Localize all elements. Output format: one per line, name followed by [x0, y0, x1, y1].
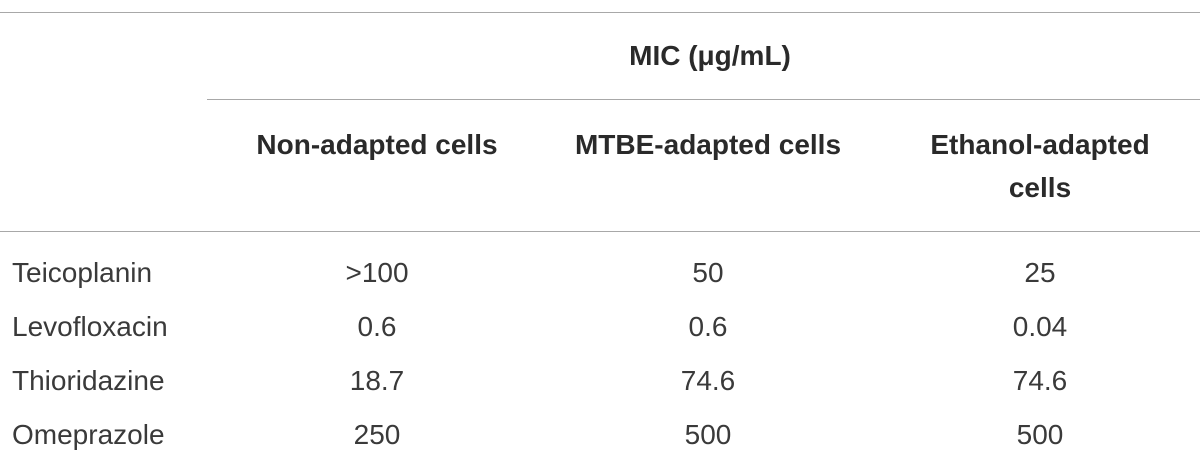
value-cell: 18.7 — [349, 365, 405, 396]
header-rule — [0, 231, 1200, 232]
value-cell: 50 — [692, 257, 724, 288]
group-rule — [207, 99, 1200, 100]
value-cell: 0.6 — [357, 311, 397, 342]
row-label: Thioridazine — [12, 365, 165, 396]
value-cell: 25 — [1024, 257, 1056, 288]
top-rule — [0, 12, 1200, 13]
column-header: Non-adapted cells — [256, 129, 498, 160]
value-cell: 250 — [353, 419, 401, 450]
value-cell: 500 — [1016, 419, 1064, 450]
value-cell: 500 — [684, 419, 732, 450]
row-label: Teicoplanin — [12, 257, 153, 288]
group-header: MIC (μg/mL) — [629, 40, 791, 71]
row-label: Levofloxacin — [12, 311, 168, 342]
value-cell: 74.6 — [680, 365, 736, 396]
column-header: Ethanol-adapted cells — [930, 129, 1150, 203]
row-label: Omeprazole — [12, 419, 165, 450]
value-cell: 74.6 — [1012, 365, 1068, 396]
column-header: MTBE-adapted cells — [574, 129, 842, 160]
value-cell: >100 — [345, 257, 409, 288]
value-cell: 0.04 — [1012, 311, 1068, 342]
value-cell: 0.6 — [688, 311, 728, 342]
